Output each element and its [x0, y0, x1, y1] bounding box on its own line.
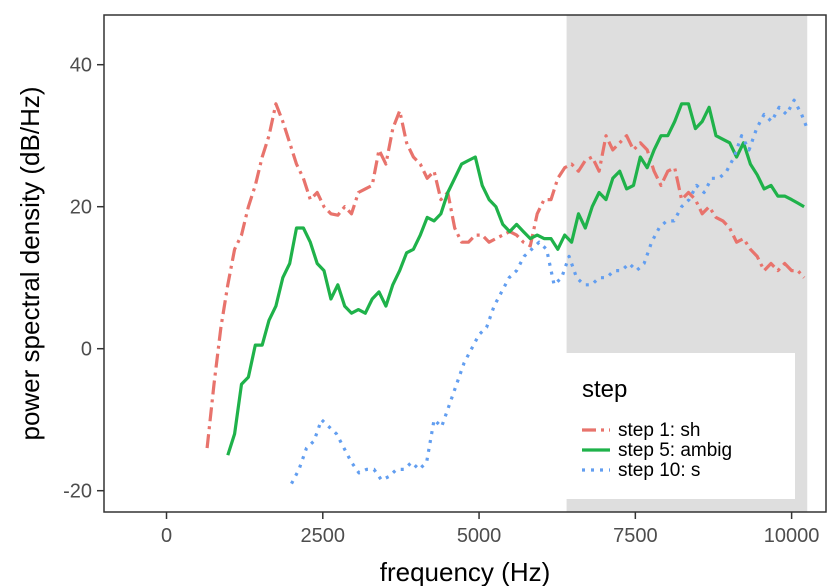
series-line-2 — [226, 102, 805, 456]
x-tick-label: 5000 — [457, 525, 502, 547]
panel-border — [103, 14, 827, 513]
legend-title: step — [582, 376, 627, 403]
y-axis-title: power spectral density (dB/Hz) — [15, 86, 45, 440]
series-layer — [205, 98, 809, 485]
y-tick-label: 40 — [70, 55, 92, 77]
x-tick-label: 7500 — [613, 525, 658, 547]
ticks-layer: 0 2500 5000 7500 10000 -20 0 20 40 — [63, 55, 819, 547]
y-tick-label: 0 — [81, 339, 92, 361]
legend-label-1: step 1: sh — [618, 420, 700, 441]
x-tick-label: 2500 — [301, 525, 346, 547]
legend-label-2: step 5: ambig — [618, 440, 732, 461]
x-tick-label: 0 — [161, 525, 172, 547]
series-line-1 — [205, 102, 806, 449]
legend-label-3: step 10: s — [618, 460, 700, 481]
x-axis-title: frequency (Hz) — [380, 557, 551, 586]
y-tick-label: 20 — [70, 197, 92, 219]
x-tick-label: 10000 — [764, 525, 820, 547]
legend-box — [564, 353, 795, 499]
y-tick-label: -20 — [63, 481, 92, 503]
